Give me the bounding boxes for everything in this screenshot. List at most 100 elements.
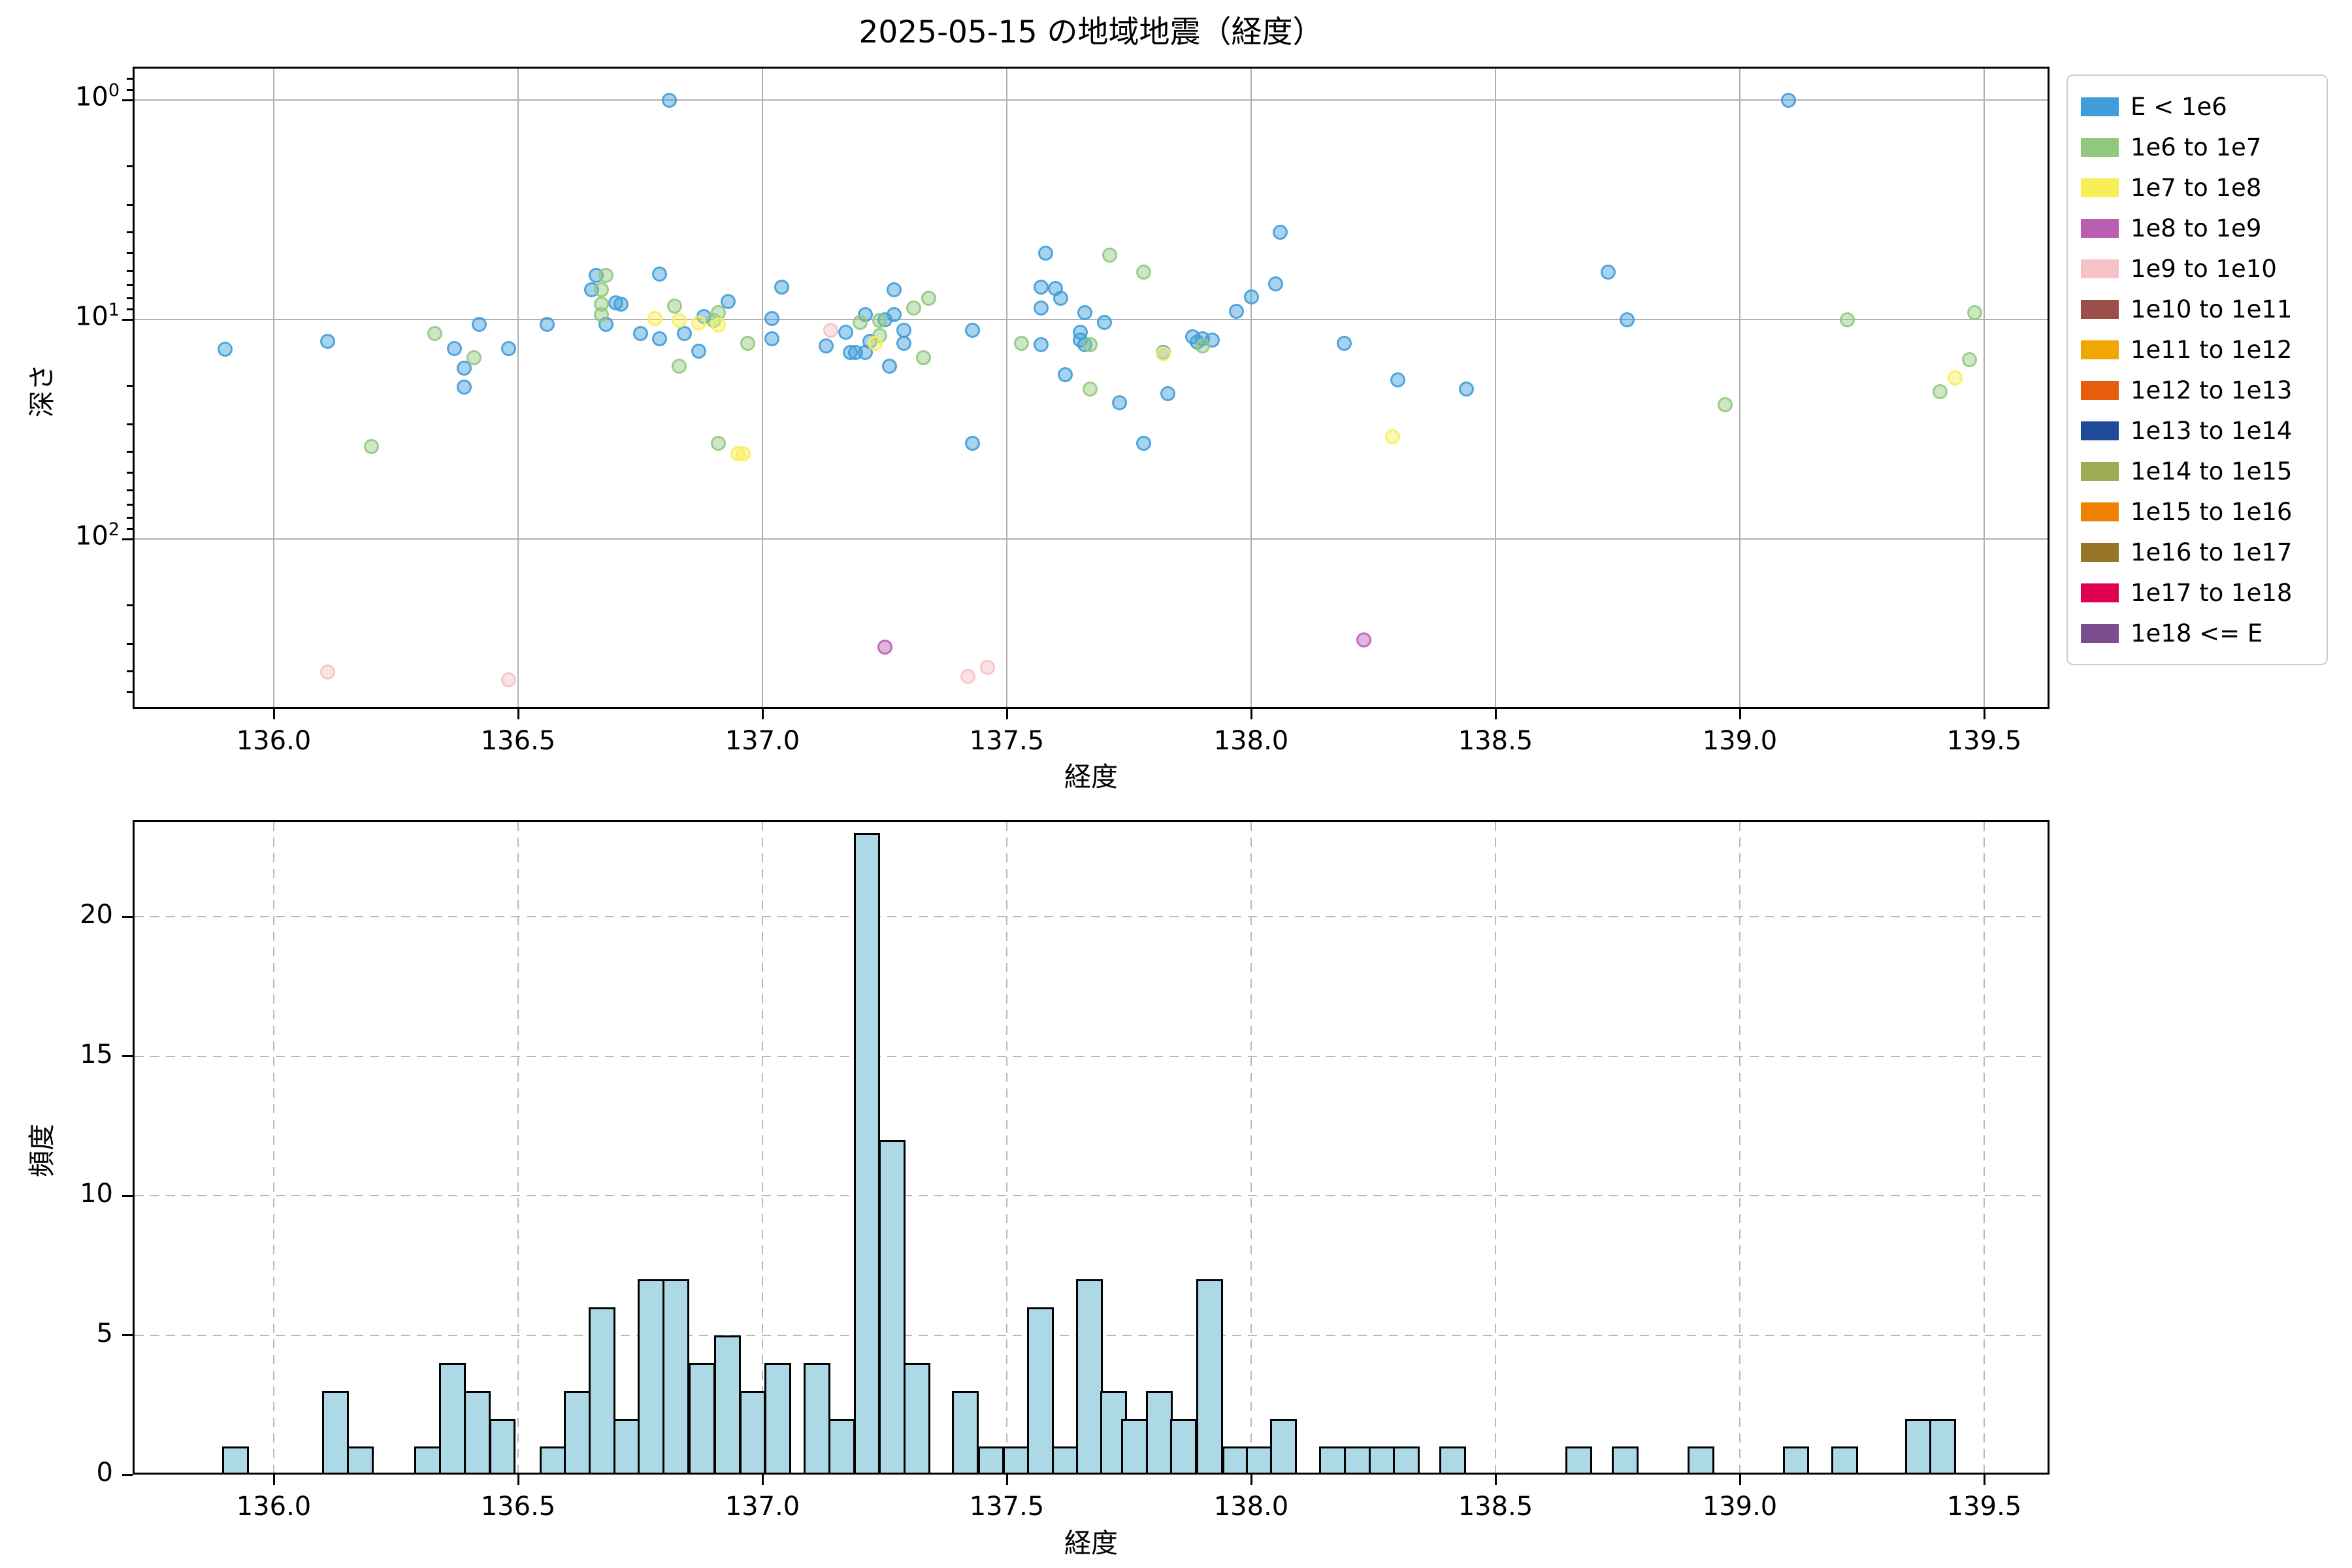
scatter-point	[1155, 346, 1171, 361]
histogram-bar	[1246, 1446, 1273, 1473]
scatter-gridline-vertical	[1739, 69, 1740, 707]
histogram-x-tick	[1739, 1475, 1741, 1485]
scatter-point	[1160, 386, 1176, 402]
histogram-bar	[828, 1418, 856, 1473]
histogram-bar	[688, 1363, 715, 1473]
legend-item-label: 1e6 to 1e7	[2131, 133, 2262, 161]
histogram-x-tick	[517, 1475, 519, 1485]
histogram-x-tick-label: 138.0	[1213, 1492, 1289, 1522]
scatter-y-minor-tick	[127, 670, 133, 672]
scatter-y-minor-tick	[127, 252, 133, 255]
legend-item: 1e6 to 1e7	[2081, 127, 2313, 167]
legend-color-patch	[2081, 97, 2119, 116]
histogram-gridline-vertical	[1984, 822, 1985, 1473]
scatter-point	[887, 282, 902, 297]
histogram-gridline-vertical	[1250, 822, 1252, 1473]
scatter-point	[1390, 372, 1405, 388]
scatter-point	[1933, 384, 1948, 399]
scatter-point	[1336, 335, 1352, 351]
histogram-x-axis-label: 経度	[1064, 1527, 1118, 1559]
histogram-bar	[1929, 1418, 1956, 1473]
legend-item-label: 1e14 to 1e15	[2131, 457, 2293, 485]
legend-item-label: 1e10 to 1e11	[2131, 295, 2293, 323]
legend-item-label: 1e7 to 1e8	[2131, 173, 2262, 202]
scatter-y-tick	[122, 538, 133, 540]
scatter-point	[1053, 290, 1068, 306]
histogram-bar	[1319, 1446, 1347, 1473]
scatter-point	[691, 343, 707, 359]
legend-color-patch	[2081, 583, 2119, 602]
scatter-y-minor-tick	[127, 165, 133, 167]
histogram-bar	[638, 1279, 664, 1473]
scatter-point	[1229, 304, 1245, 319]
histogram-bar	[1904, 1418, 1932, 1473]
scatter-gridline-horizontal	[135, 538, 2048, 540]
scatter-point	[1058, 367, 1073, 383]
scatter-point	[887, 307, 902, 322]
scatter-point	[916, 350, 932, 365]
legend-color-patch	[2081, 623, 2119, 643]
legend-item: 1e15 to 1e16	[2081, 491, 2313, 532]
scatter-point	[1194, 338, 1210, 353]
histogram-bar	[739, 1390, 766, 1473]
scatter-y-minor-tick	[127, 284, 133, 287]
scatter-point	[1097, 314, 1113, 330]
legend-item-label: 1e16 to 1e17	[2131, 538, 2293, 566]
scatter-point	[217, 342, 233, 357]
scatter-y-minor-tick	[127, 77, 133, 80]
scatter-y-minor-tick	[127, 604, 133, 606]
scatter-point	[1385, 429, 1401, 444]
scatter-y-tick	[122, 318, 133, 321]
scatter-x-tick	[272, 709, 275, 719]
histogram-x-tick-label: 139.0	[1702, 1492, 1778, 1522]
scatter-y-minor-tick	[127, 269, 133, 272]
scatter-y-minor-tick	[127, 297, 133, 299]
scatter-point	[1102, 248, 1117, 263]
legend-item: 1e17 to 1e18	[2081, 572, 2313, 613]
histogram-bar	[1222, 1446, 1250, 1473]
scatter-point	[823, 323, 839, 338]
scatter-point	[1967, 304, 1982, 320]
scatter-point	[735, 446, 751, 462]
histogram-bar	[764, 1363, 791, 1473]
histogram-x-tick-label: 137.5	[969, 1492, 1045, 1522]
scatter-point	[1013, 335, 1029, 351]
histogram-x-tick	[1983, 1475, 1985, 1485]
scatter-point	[1962, 351, 1978, 367]
histogram-x-tick-label: 136.0	[236, 1492, 312, 1522]
scatter-point	[1267, 276, 1283, 292]
scatter-x-tick	[1494, 709, 1497, 719]
scatter-point	[632, 326, 648, 342]
scatter-plot	[133, 67, 2050, 709]
histogram-y-tick-label: 15	[80, 1039, 113, 1070]
scatter-x-tick-label: 138.5	[1458, 726, 1533, 756]
scatter-point	[838, 324, 853, 340]
histogram-bar	[1120, 1418, 1148, 1473]
histogram-bar	[1782, 1446, 1810, 1473]
scatter-point	[1135, 265, 1151, 280]
legend-item: E < 1e6	[2081, 86, 2313, 127]
histogram-bar	[804, 1363, 831, 1473]
histogram-bar	[1343, 1446, 1371, 1473]
legend-item: 1e8 to 1e9	[2081, 208, 2313, 248]
histogram-bar	[1145, 1390, 1173, 1473]
scatter-point	[652, 331, 668, 346]
histogram-bar	[489, 1418, 516, 1473]
legend-color-patch	[2081, 218, 2119, 238]
histogram-plot-area	[135, 822, 2048, 1473]
scatter-x-tick-label: 138.0	[1213, 726, 1289, 756]
histogram-bar	[439, 1363, 466, 1473]
scatter-y-minor-tick	[127, 489, 133, 491]
scatter-gridline-vertical	[762, 69, 763, 707]
histogram-bar	[1075, 1279, 1103, 1473]
scatter-gridline-horizontal	[135, 99, 2048, 101]
histogram-gridline-vertical	[1006, 822, 1007, 1473]
scatter-x-tick-label: 136.5	[480, 726, 556, 756]
legend-item-label: 1e11 to 1e12	[2131, 335, 2293, 364]
histogram-y-tick	[122, 1473, 133, 1476]
chart-title: 2025-05-15 の地域地震（経度）	[858, 14, 1324, 50]
scatter-point	[691, 316, 707, 331]
scatter-y-minor-tick	[127, 423, 133, 425]
scatter-x-tick-label: 136.0	[236, 726, 312, 756]
scatter-point	[906, 301, 922, 316]
